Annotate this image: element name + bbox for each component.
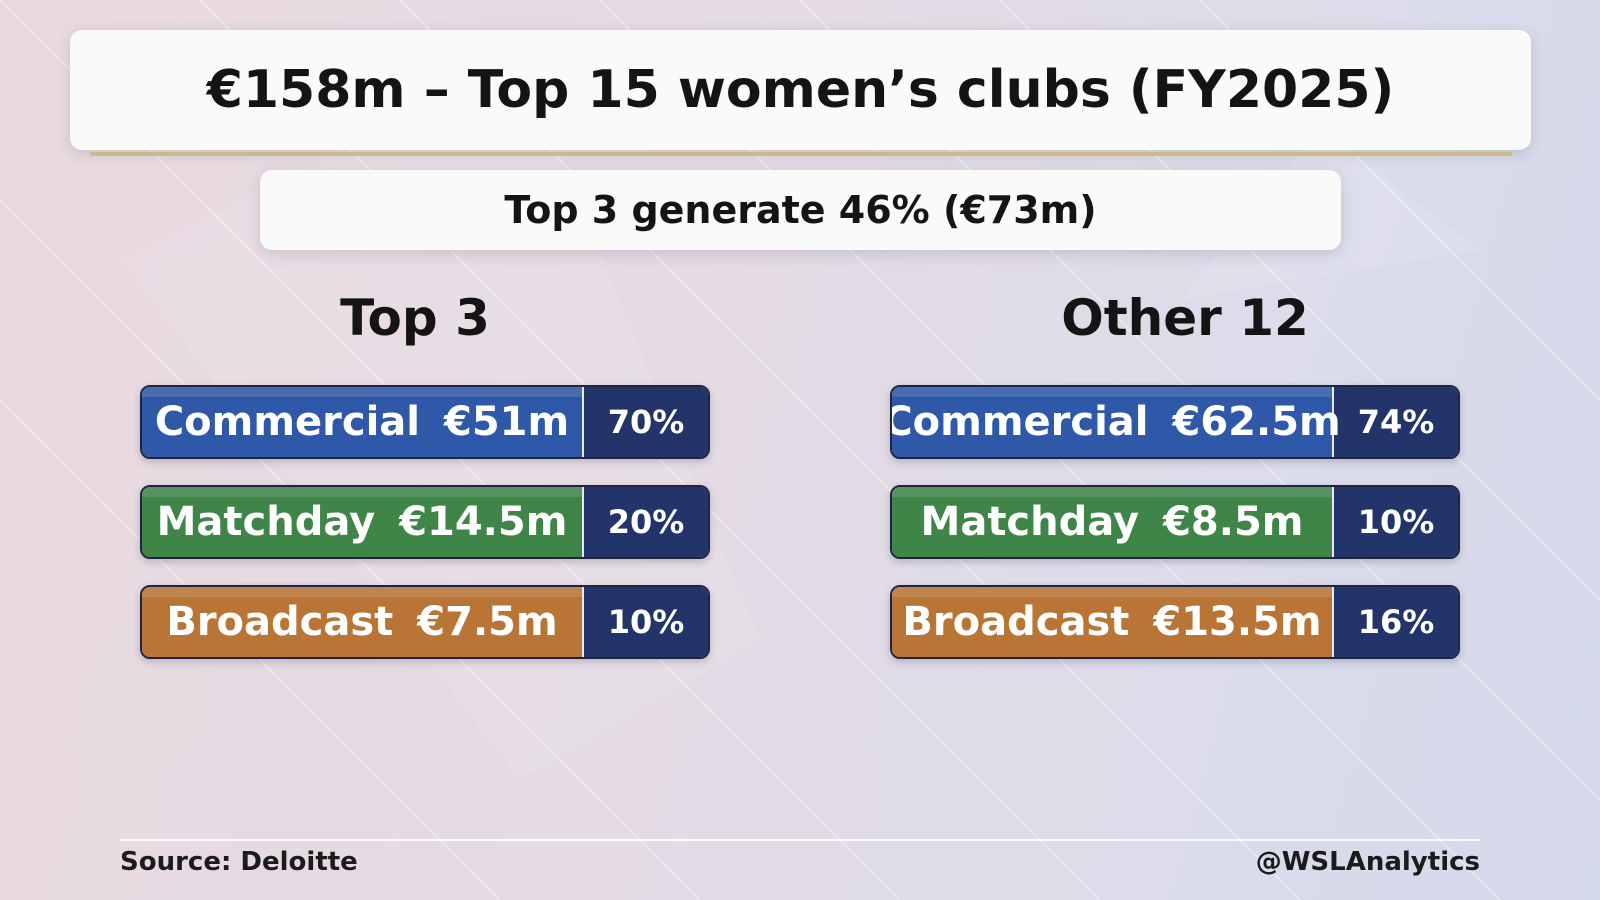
bar-main: Commercial €51m	[142, 387, 582, 457]
bar-label: Commercial	[890, 399, 1149, 445]
bar-top3-commercial: Commercial €51m 70%	[140, 385, 710, 459]
bar-value: €14.5m	[399, 499, 568, 545]
bar-label: Commercial	[154, 399, 420, 445]
bar-other12-commercial: Commercial €62.5m 74%	[890, 385, 1460, 459]
subtitle-card: Top 3 generate 46% (€73m)	[260, 170, 1341, 250]
bar-value: €62.5m	[1172, 399, 1341, 445]
bar-value: €8.5m	[1163, 499, 1304, 545]
footer-divider	[120, 839, 1480, 841]
bar-main: Matchday €14.5m	[142, 487, 582, 557]
bar-main: Matchday €8.5m	[892, 487, 1332, 557]
bar-value: €13.5m	[1153, 599, 1322, 645]
bar-main: Broadcast €13.5m	[892, 587, 1332, 657]
bar-percent: 20%	[582, 487, 708, 557]
bar-value: €51m	[444, 399, 570, 445]
bar-percent: 74%	[1332, 387, 1458, 457]
bar-percent: 10%	[582, 587, 708, 657]
bar-label: Broadcast	[902, 599, 1130, 645]
page-title: €158m – Top 15 women’s clubs (FY2025)	[206, 60, 1395, 120]
title-divider	[90, 152, 1512, 156]
social-handle: @WSLAnalytics	[1255, 847, 1480, 877]
subtitle: Top 3 generate 46% (€73m)	[504, 188, 1097, 232]
bar-label: Matchday	[920, 499, 1140, 545]
bar-percent: 70%	[582, 387, 708, 457]
bar-other12-matchday: Matchday €8.5m 10%	[890, 485, 1460, 559]
bar-value: €7.5m	[417, 599, 558, 645]
bar-label: Matchday	[156, 499, 376, 545]
bar-main: Broadcast €7.5m	[142, 587, 582, 657]
bar-label: Broadcast	[166, 599, 394, 645]
bar-top3-matchday: Matchday €14.5m 20%	[140, 485, 710, 559]
bar-other12-broadcast: Broadcast €13.5m 16%	[890, 585, 1460, 659]
bar-main: Commercial €62.5m	[890, 387, 1341, 457]
group-heading-other-12: Other 12	[1061, 289, 1309, 347]
bar-percent: 16%	[1332, 587, 1458, 657]
group-heading-top-3: Top 3	[340, 289, 490, 347]
bar-top3-broadcast: Broadcast €7.5m 10%	[140, 585, 710, 659]
title-card: €158m – Top 15 women’s clubs (FY2025)	[70, 30, 1531, 150]
source-credit: Source: Deloitte	[120, 847, 358, 877]
bar-percent: 10%	[1332, 487, 1458, 557]
